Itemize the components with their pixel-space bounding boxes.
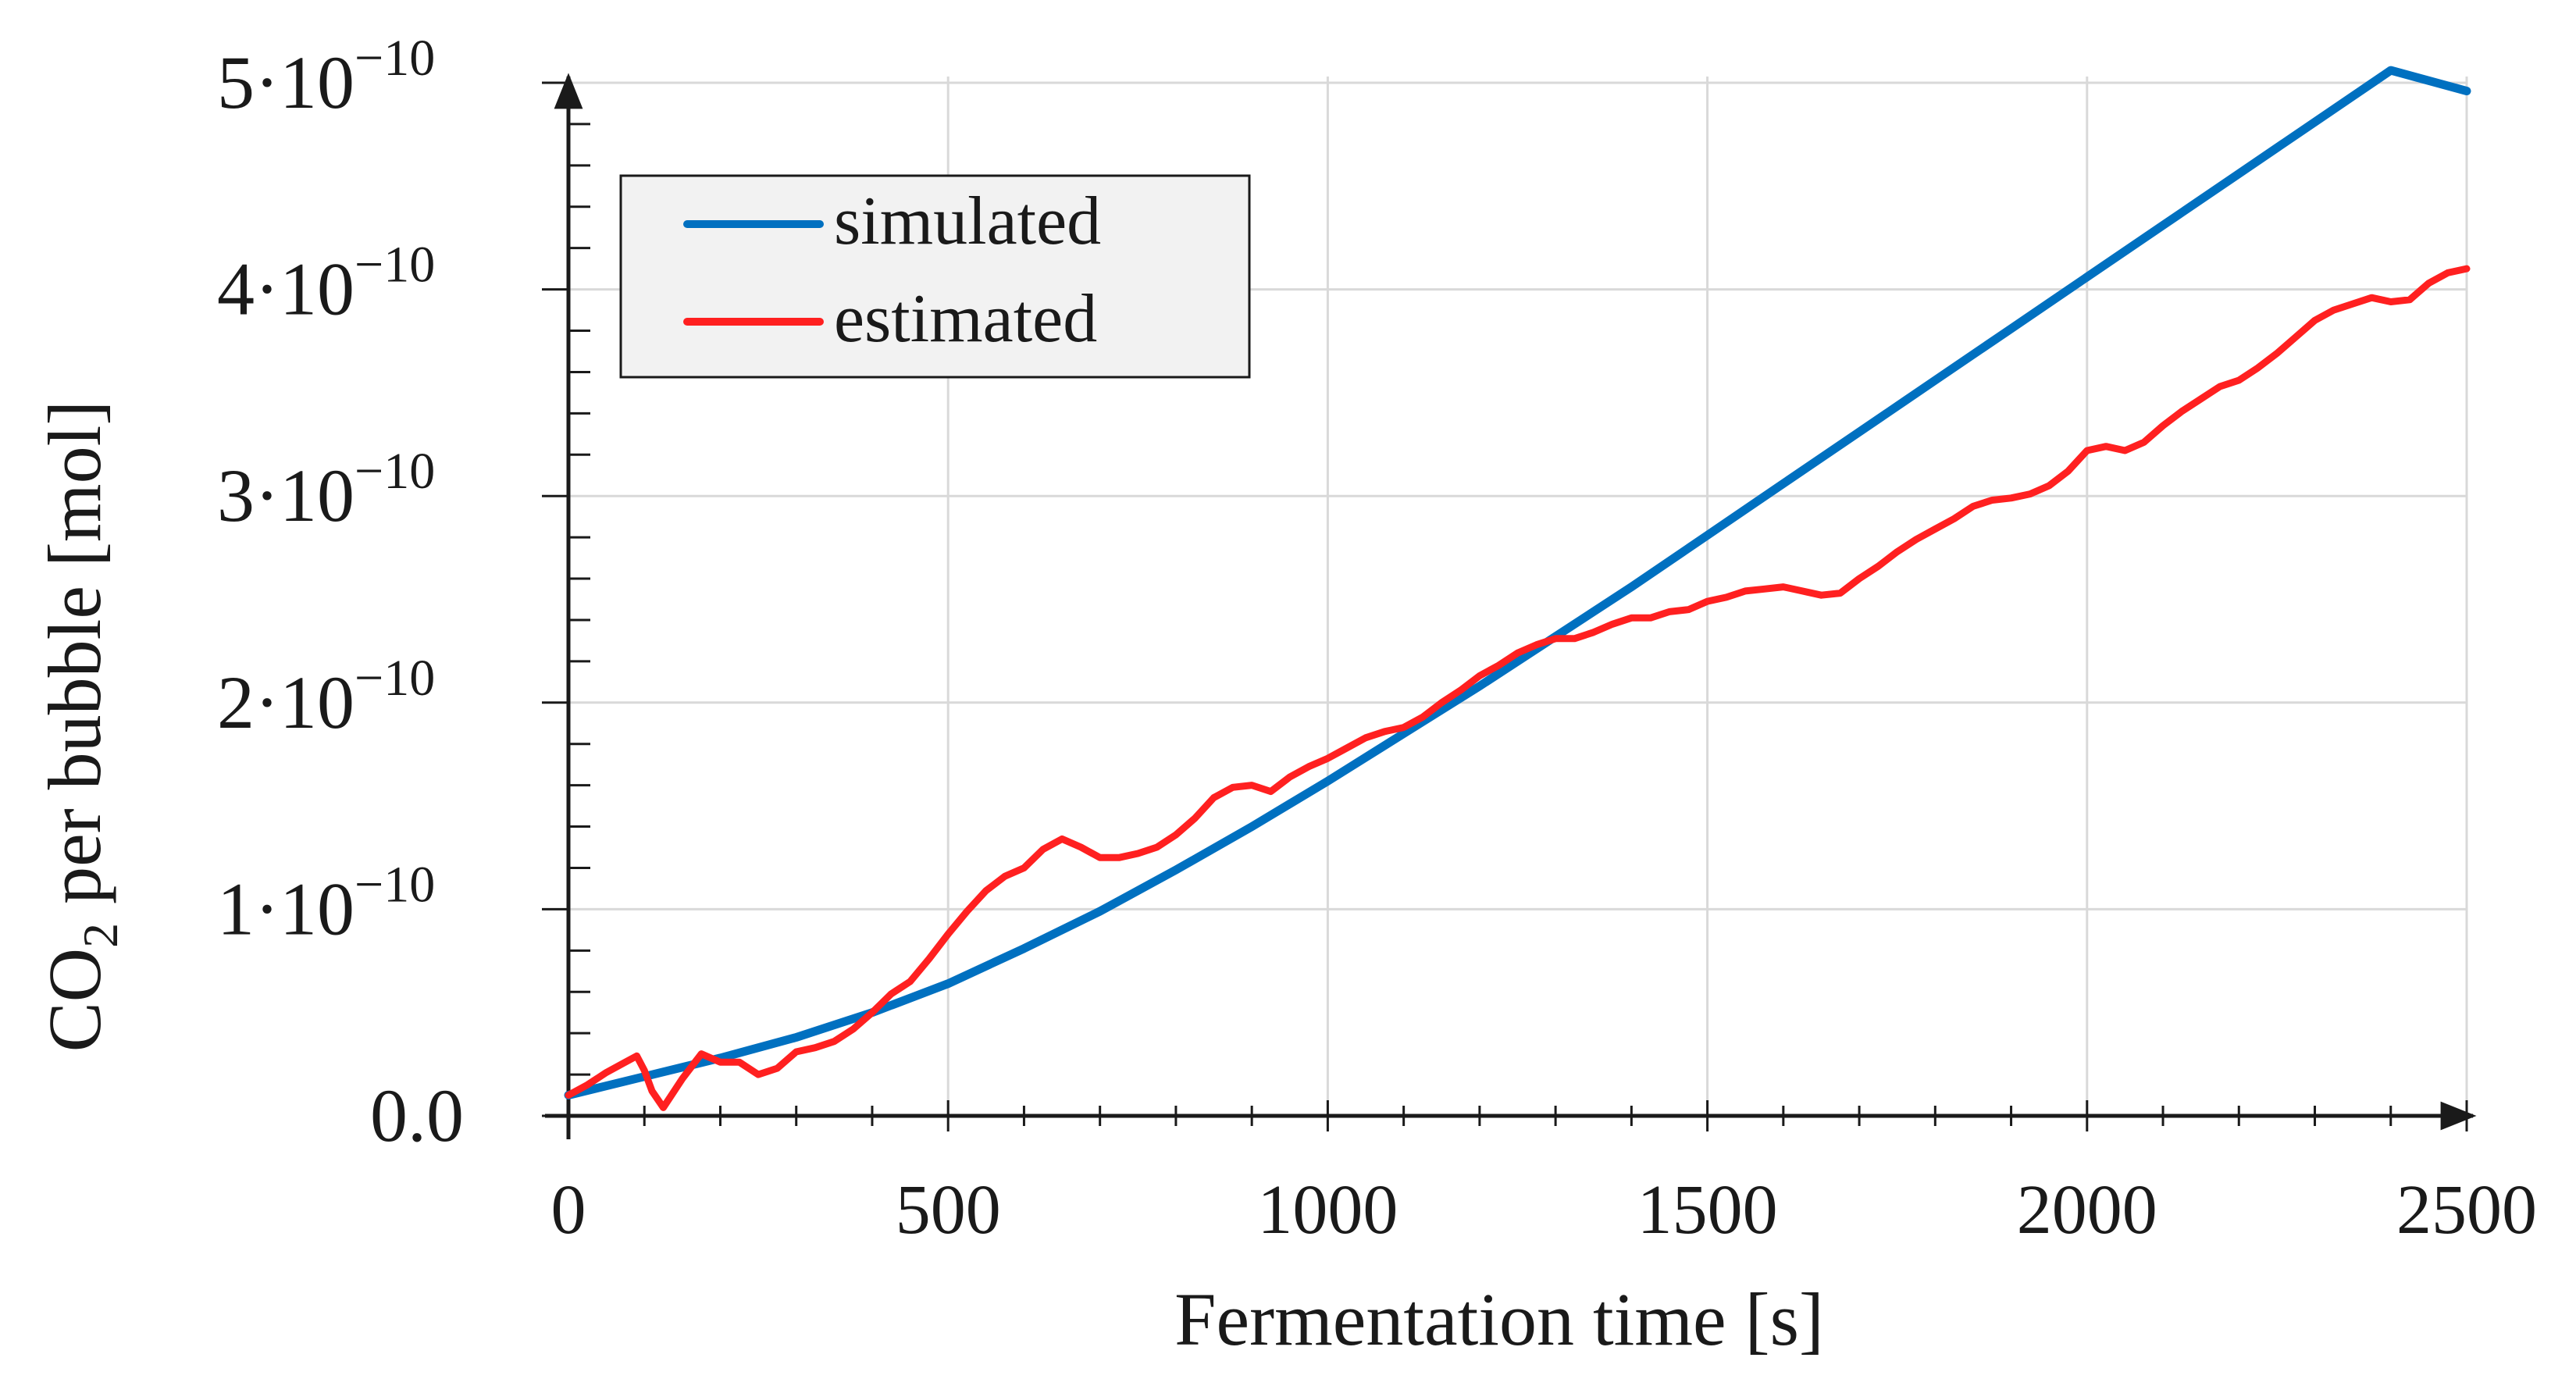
y-tick-label: 1·10−10 [217, 856, 435, 950]
gridlines [568, 77, 2468, 1116]
y-tick-mantissa: 5·10 [217, 41, 355, 124]
y-axis-title-prefix: CO [33, 948, 116, 1052]
y-tick-label: 2·10−10 [217, 650, 435, 744]
y-tick-label: 3·10−10 [217, 443, 435, 537]
y-axis-title-subscript: 2 [73, 923, 128, 948]
y-tick-exponent: −10 [355, 30, 435, 87]
y-tick-exponent: −10 [355, 443, 435, 500]
y-tick-label: 5·10−10 [217, 30, 435, 124]
y-tick-mantissa: 2·10 [217, 661, 355, 744]
series-lines [564, 66, 2471, 1111]
y-tick-mantissa: 4·10 [217, 248, 355, 331]
tick-labels: 0 500 1000 1500 2000 25000.01·10−102·10−103·1… [217, 30, 2537, 1249]
y-tick-exponent: −10 [355, 650, 435, 707]
y-tick-mantissa: 1·10 [217, 867, 355, 950]
y-tick-label: 0.0 [370, 1074, 464, 1157]
x-tick-label: 2000 [2017, 1171, 2157, 1249]
x-tick-label: 1500 [1637, 1171, 1778, 1249]
y-tick-mantissa: 3·10 [217, 454, 355, 537]
x-tick-label: 0 [551, 1171, 586, 1249]
legend-label-simulated: simulated [834, 184, 1101, 259]
axis-ticks [542, 81, 2468, 1131]
y-tick-label: 4·10−10 [217, 237, 435, 331]
x-axis-title: Fermentation time [s] [1174, 1277, 1824, 1361]
series-line-estimated [565, 265, 2471, 1111]
x-tick-label: 1000 [1257, 1171, 1398, 1249]
x-tick-label: 2500 [2396, 1171, 2537, 1249]
legend: simulated estimated [619, 174, 1251, 379]
series-line-simulated [564, 66, 2471, 1099]
y-axis-title: CO2 per bubble [mol] [33, 401, 128, 1053]
axes [545, 73, 2477, 1139]
legend-label-estimated: estimated [834, 281, 1097, 357]
legend-box [619, 174, 1251, 379]
x-tick-label: 500 [896, 1171, 1001, 1249]
y-tick-exponent: −10 [355, 856, 435, 913]
y-tick-exponent: −10 [355, 237, 435, 294]
y-axis-title-suffix: per bubble [mol] [33, 401, 116, 923]
